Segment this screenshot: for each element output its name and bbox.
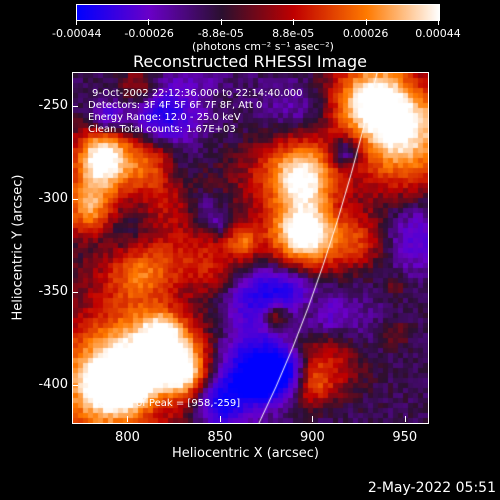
- colorbar-tick-label: 0.00044: [415, 27, 461, 40]
- rhessi-image: [72, 72, 429, 424]
- image-canvas: [73, 73, 428, 423]
- colorbar-unit-label: (photons cm⁻² s⁻¹ asec⁻²): [192, 40, 334, 53]
- x-tick-mark: [127, 416, 129, 422]
- colorbar-tick-label: -0.00026: [124, 27, 174, 40]
- x-tick-mark: [219, 416, 221, 422]
- colorbar-tick-mark: [365, 19, 367, 25]
- y-tick-mark: [72, 384, 78, 386]
- x-axis-label: Heliocentric X (arcsec): [172, 446, 319, 461]
- x-tick-label: 900: [299, 430, 325, 445]
- colorbar-tick-mark: [76, 19, 77, 25]
- y-axis-label: Heliocentric Y (arcsec): [10, 174, 26, 321]
- x-tick-mark: [404, 416, 406, 422]
- detectors-text: Detectors: 3F 4F 5F 6F 7F 8F, Att 0: [88, 100, 263, 111]
- y-tick-mark: [72, 105, 78, 107]
- colorbar-tick-label: 8.8e-05: [272, 27, 315, 40]
- y-tick-label: -400: [38, 376, 68, 392]
- energy-range-text: Energy Range: 12.0 - 25.0 keV: [88, 112, 241, 123]
- x-tick-mark: [312, 416, 314, 422]
- y-tick-label: -250: [38, 97, 68, 113]
- x-tick-label: 850: [207, 430, 233, 445]
- plot-title: Reconstructed RHESSI Image: [133, 52, 367, 71]
- y-tick-label: -350: [38, 283, 68, 299]
- y-tick-mark: [72, 198, 78, 200]
- timestamp: 2-May-2022 05:51: [367, 480, 496, 496]
- colorbar-tick-label: -0.00044: [52, 27, 102, 40]
- y-tick-label: -300: [38, 190, 68, 206]
- colorbar-tick-mark: [220, 19, 222, 25]
- info-block: 9-Oct-2002 22:12:36.000 to 22:14:40.000 …: [88, 88, 303, 136]
- colorbar: [76, 4, 440, 21]
- y-tick-mark: [72, 291, 78, 293]
- colorbar-tick-mark: [293, 19, 295, 25]
- colorbar-tick-mark: [148, 19, 150, 25]
- peak-position-text: Position of Peak = [958,-259]: [94, 398, 241, 409]
- colorbar-tick-label: -8.8e-05: [197, 27, 244, 40]
- clean-counts-text: Clean Total counts: 1.67E+03: [88, 124, 236, 135]
- x-tick-label: 950: [392, 430, 418, 445]
- colorbar-tick-label: 0.00026: [342, 27, 389, 40]
- x-tick-label: 800: [115, 430, 140, 445]
- colorbar-tick-mark: [438, 19, 439, 25]
- time-range-text: 9-Oct-2002 22:12:36.000 to 22:14:40.000: [92, 88, 303, 99]
